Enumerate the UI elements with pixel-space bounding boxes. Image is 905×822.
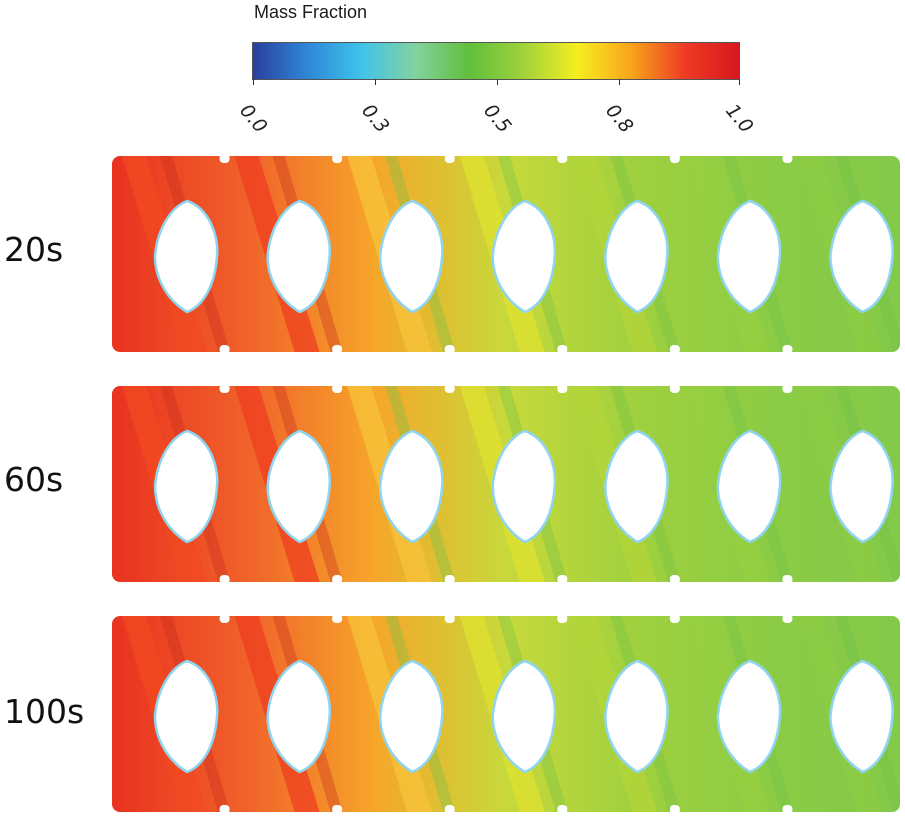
wall-notch — [557, 616, 568, 623]
wall-notch — [782, 386, 793, 393]
contour-svg — [112, 386, 900, 582]
wall-notch — [219, 386, 230, 393]
wall-notch — [332, 345, 343, 352]
obstacle-void — [491, 199, 557, 314]
wall-notch — [444, 156, 455, 163]
wall-notch — [444, 386, 455, 393]
colorbar-tick-label-0: 0.0 — [235, 100, 272, 138]
contour-panel-60s — [112, 386, 900, 582]
colorbar-tick-3 — [619, 79, 620, 85]
wall-notch — [557, 575, 568, 582]
wall-notch — [332, 156, 343, 163]
obstacle-void — [716, 659, 782, 774]
time-label-60s: 60s — [4, 460, 64, 499]
wall-notch — [332, 616, 343, 623]
contour-panel-100s — [112, 616, 900, 812]
wall-notch — [444, 575, 455, 582]
wall-notch — [557, 386, 568, 393]
wall-notch — [669, 575, 680, 582]
obstacle-void — [266, 659, 332, 774]
obstacle-void — [604, 659, 669, 774]
wall-notch — [557, 345, 568, 352]
obstacle-void — [378, 429, 444, 544]
channel-field — [112, 616, 900, 812]
wall-notch — [219, 156, 230, 163]
obstacle-void — [153, 429, 219, 544]
legend-title: Mass Fraction — [254, 2, 368, 22]
wall-notch — [557, 805, 568, 812]
obstacle-void — [604, 429, 669, 544]
contour-svg — [112, 616, 900, 812]
wall-notch — [219, 575, 230, 582]
obstacle-void — [378, 199, 444, 314]
wall-notch — [444, 345, 455, 352]
wall-notch — [332, 805, 343, 812]
channel-field — [112, 156, 900, 352]
wall-notch — [669, 156, 680, 163]
obstacle-void — [153, 659, 219, 774]
wall-notch — [444, 616, 455, 623]
obstacle-void — [829, 659, 894, 774]
wall-notch — [557, 156, 568, 163]
obstacle-void — [829, 199, 894, 314]
colorbar — [252, 42, 740, 80]
obstacle-void — [716, 429, 782, 544]
wall-notch — [782, 805, 793, 812]
colorbar-tick-label-1: 0.3 — [357, 100, 394, 138]
wall-notch — [782, 616, 793, 623]
wall-notch — [669, 386, 680, 393]
obstacle-void — [829, 429, 894, 544]
colorbar-tick-1 — [375, 79, 376, 85]
obstacle-void — [716, 199, 782, 314]
wall-notch — [219, 616, 230, 623]
wall-notch — [332, 386, 343, 393]
wall-notch — [444, 805, 455, 812]
channel-field — [112, 386, 900, 582]
colorbar-tick-2 — [497, 79, 498, 85]
obstacle-void — [491, 429, 557, 544]
wall-notch — [669, 345, 680, 352]
wall-notch — [669, 616, 680, 623]
contour-svg — [112, 156, 900, 352]
time-label-20s: 20s — [4, 230, 64, 269]
wall-notch — [669, 805, 680, 812]
wall-notch — [219, 805, 230, 812]
obstacle-void — [266, 429, 332, 544]
wall-notch — [782, 575, 793, 582]
wall-notch — [332, 575, 343, 582]
wall-notch — [782, 156, 793, 163]
time-label-100s: 100s — [4, 692, 85, 731]
obstacle-void — [378, 659, 444, 774]
wall-notch — [782, 345, 793, 352]
obstacle-void — [266, 199, 332, 314]
colorbar-tick-label-2: 0.5 — [479, 100, 516, 138]
obstacle-void — [604, 199, 669, 314]
contour-panel-20s — [112, 156, 900, 352]
colorbar-tick-label-4: 1.0 — [721, 100, 758, 138]
colorbar-tick-4 — [739, 79, 740, 85]
colorbar-tick-0 — [253, 79, 254, 85]
obstacle-void — [491, 659, 557, 774]
obstacle-void — [153, 199, 219, 314]
colorbar-tick-label-3: 0.8 — [601, 100, 638, 138]
wall-notch — [219, 345, 230, 352]
